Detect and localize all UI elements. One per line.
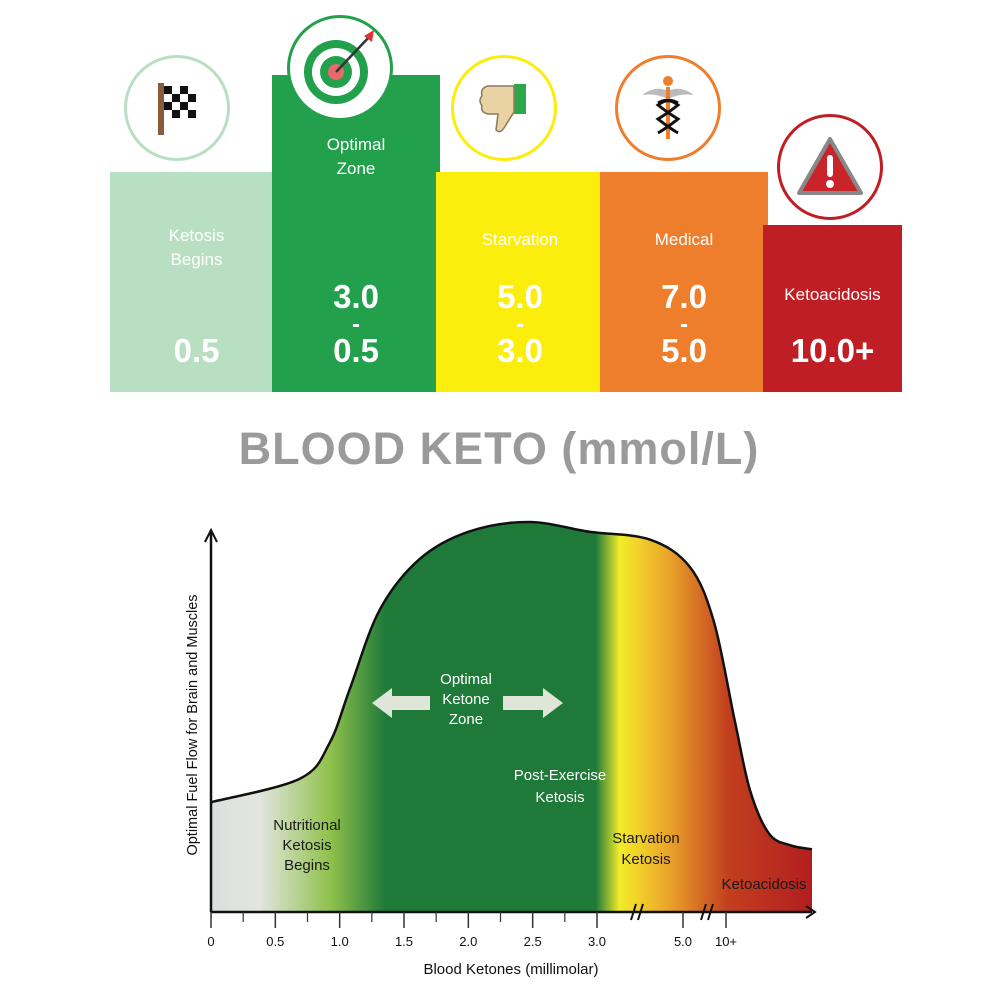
card-ketoacidosis: Ketoacidosis 10.0+ [763,114,902,392]
y-axis-label: Optimal Fuel Flow for Brain and Muscles [185,594,201,855]
card-label: Ketoacidosis [784,285,881,304]
annotation-post-exercise-ketosis: Ketosis [535,789,584,806]
page-title: BLOOD KETO (mmol/L) [238,423,760,474]
x-tick-label: 3.0 [588,934,606,949]
annotation-starvation-ketosis: Ketosis [621,851,670,868]
axis-break-marks [630,903,714,921]
annotation-optimal-ketone-zone: Zone [449,711,483,728]
card-optimal-zone: Optimal Zone 3.0-0.5 [272,15,440,392]
x-tick-label: 0.5 [266,934,284,949]
caduceus-icon [615,55,721,161]
card-range-max: 5.0 [497,278,543,315]
target-arrow-icon [287,15,393,121]
card-range-max: 7.0 [661,278,707,315]
annotation-nutritional-ketosis: Begins [284,857,330,874]
annotation-optimal-ketone-zone: Optimal [440,671,492,688]
card-range-dash: - [516,311,524,338]
card-value: 0.5 [173,332,220,369]
card-label: Medical [654,230,714,249]
card-value: 10.0+ [790,332,875,369]
annotation-nutritional-ketosis: Ketosis [282,837,331,854]
optimal-arrows [372,688,563,718]
card-range-dash: - [352,311,360,338]
warning-triangle-icon [777,114,883,220]
card-label: Starvation [481,230,559,249]
x-tick-label: 1.5 [395,934,413,949]
annotation-optimal-ketone-zone: Ketone [442,691,490,708]
annotation-post-exercise-ketosis: Post-Exercise [514,767,607,784]
x-tick-label: 5.0 [674,934,692,949]
fuel-flow-area [211,521,812,912]
annotation-starvation-ketosis: Starvation [612,830,680,847]
x-tick-label: 2.0 [459,934,477,949]
card-starvation: Starvation 5.0-3.0 [436,55,604,392]
x-tick-label: 2.5 [524,934,542,949]
card-range-max: 3.0 [333,278,379,315]
annotation-ketoacidosis: Ketoacidosis [721,876,806,893]
x-tick-label: 0 [207,934,214,949]
x-tick-label: 10+ [715,934,737,949]
card-medical: Medical 7.0-5.0 [600,55,768,392]
fuel-flow-curve [210,520,813,851]
card-ketosis-begins: Ketosis Begins 0.5 [110,55,283,392]
card-label: Ketosis Begins [168,226,225,269]
thumbs-down-icon [451,55,557,161]
annotation-nutritional-ketosis: Nutritional [273,817,341,834]
card-range-dash: - [680,311,688,338]
card-label: Optimal Zone [326,135,386,178]
card-value: 0.5 [333,332,379,369]
axes [204,527,817,919]
x-tick-label: 1.0 [331,934,349,949]
checkered-flag-icon [124,55,230,161]
x-axis-label: Blood Ketones (millimolar) [423,961,598,978]
card-value: 5.0 [661,332,707,369]
card-value: 3.0 [497,332,543,369]
